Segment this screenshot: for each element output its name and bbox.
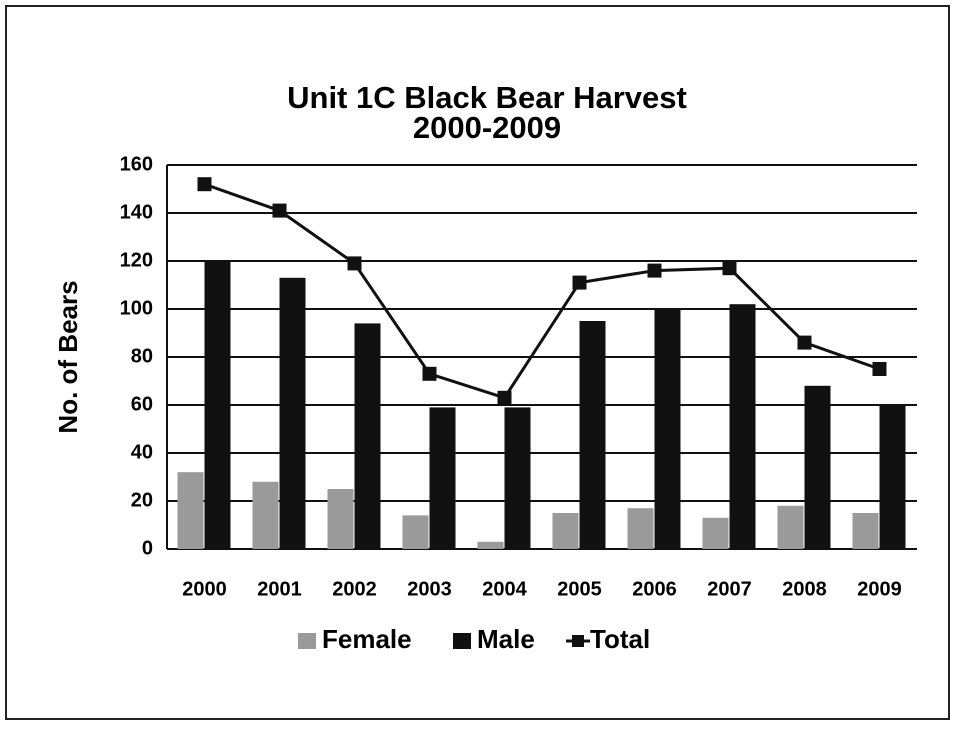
chart-title: 2000-2009 — [413, 110, 561, 145]
bar — [654, 309, 681, 549]
bar — [252, 481, 279, 549]
y-tick-label: 20 — [131, 489, 153, 511]
x-tick-label: 2003 — [407, 578, 452, 600]
x-tick-label: 2005 — [557, 578, 602, 600]
legend-label: Female — [322, 624, 412, 654]
line-marker — [647, 263, 662, 278]
line — [204, 182, 880, 400]
line-marker — [572, 275, 587, 290]
bar — [627, 508, 654, 549]
x-tick-label: 2001 — [257, 578, 302, 600]
line-marker — [872, 362, 887, 376]
bar — [879, 405, 906, 549]
legend-swatch — [298, 633, 316, 649]
chart-title: Unit 1C Black Bear Harvest — [287, 80, 687, 115]
chart-frame — [5, 5, 950, 720]
bar — [777, 505, 804, 549]
x-tick-label: 2008 — [782, 578, 827, 600]
y-tick-label: 160 — [120, 153, 153, 175]
bar — [804, 385, 831, 549]
x-tick-label: 2006 — [632, 578, 677, 600]
y-tick-label: 100 — [120, 297, 153, 319]
bar — [327, 489, 354, 549]
bar — [504, 407, 531, 549]
bar — [177, 472, 204, 549]
legend-label: Total — [590, 624, 650, 654]
y-tick-label: 60 — [131, 393, 153, 415]
bar — [279, 277, 306, 549]
bar — [852, 513, 879, 549]
x-tick-label: 2009 — [857, 578, 902, 600]
line-marker — [422, 366, 437, 381]
bar — [402, 515, 429, 549]
y-tick-label: 0 — [142, 537, 153, 559]
y-axis-label: No. of Bears — [53, 280, 83, 433]
legend-swatch — [453, 633, 471, 649]
y-tick-label: 120 — [120, 249, 153, 271]
bar — [204, 261, 231, 549]
x-tick-label: 2004 — [482, 578, 527, 600]
line-marker — [722, 261, 737, 276]
bar — [354, 323, 381, 549]
y-tick-label: 140 — [120, 201, 153, 223]
legend-label: Male — [477, 624, 535, 654]
line-marker — [197, 177, 212, 192]
line-marker — [272, 203, 287, 218]
legend-swatch — [572, 635, 584, 647]
x-tick-label: 2007 — [707, 578, 752, 600]
line-marker — [797, 335, 812, 350]
line-marker — [347, 256, 362, 271]
bar — [552, 513, 579, 549]
bar — [477, 541, 504, 549]
bar — [429, 407, 456, 549]
bar — [579, 321, 606, 549]
y-tick-label: 40 — [131, 441, 153, 463]
bar — [702, 517, 729, 549]
x-tick-label: 2002 — [332, 578, 377, 600]
y-tick-label: 80 — [131, 345, 153, 367]
x-tick-label: 2000 — [182, 578, 227, 600]
bar — [729, 304, 756, 549]
line-marker — [497, 390, 512, 405]
